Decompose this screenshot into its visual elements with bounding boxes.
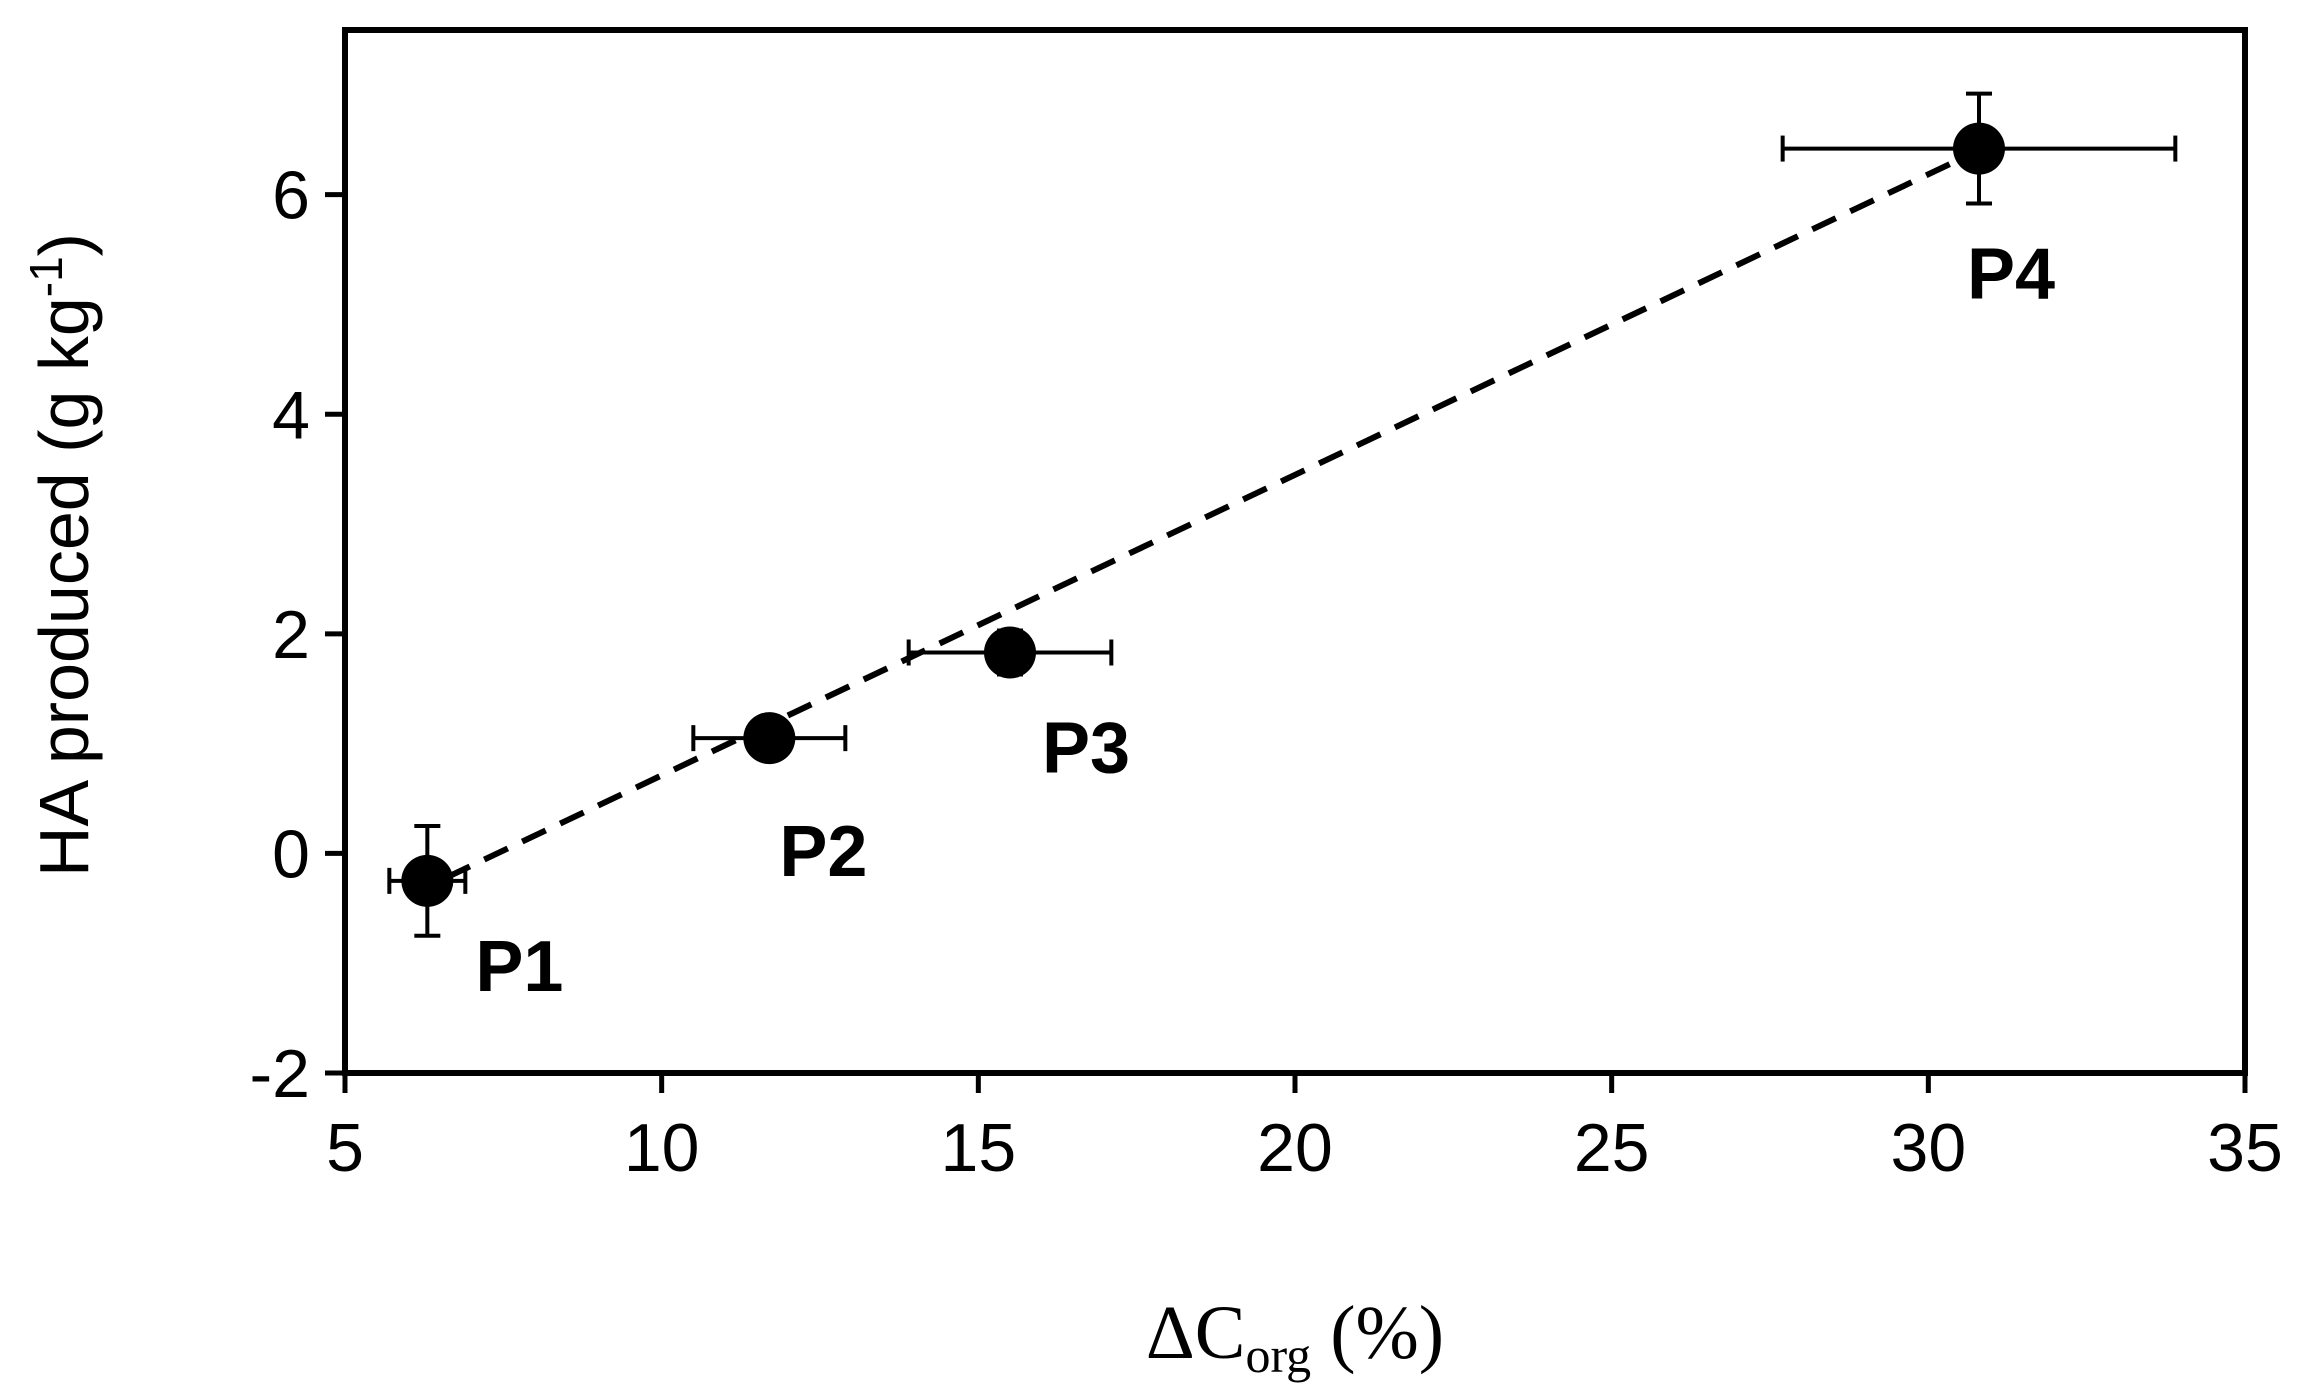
plot-area — [342, 27, 2248, 1076]
x-tick-label: 20 — [1257, 1110, 1333, 1186]
point-label-p4: P4 — [1967, 235, 2055, 315]
trendline-layer — [445, 153, 1968, 881]
y-tick-label: -2 — [250, 1036, 310, 1112]
x-tick-label: 5 — [326, 1110, 364, 1186]
point-label-p1: P1 — [475, 927, 563, 1007]
x-tick-label: 15 — [941, 1110, 1017, 1186]
y-tick-label: 6 — [272, 158, 310, 234]
plot-border — [342, 27, 2248, 1076]
point-label-p2: P2 — [779, 812, 867, 892]
y-tick-label: 0 — [272, 816, 310, 892]
y-tick-label: 2 — [272, 597, 310, 673]
trendline — [445, 153, 1968, 881]
x-tick-label: 25 — [1574, 1110, 1650, 1186]
point-labels-layer: P1 P2 P3 P4 — [475, 235, 2055, 1007]
x-tick-label: 30 — [1891, 1110, 1967, 1186]
point-label-p3: P3 — [1042, 709, 1130, 789]
x-tick-label: 35 — [2207, 1110, 2283, 1186]
x-tick-label: 10 — [624, 1110, 700, 1186]
data-point-p3 — [984, 626, 1036, 679]
data-point-p2 — [743, 712, 796, 765]
data-point-p4 — [1953, 122, 2005, 175]
markers-layer — [401, 122, 2005, 907]
y-tick-label: 4 — [272, 377, 310, 453]
x-axis-label: ΔCorg (%) — [1146, 1291, 1444, 1383]
error-bars-layer — [387, 91, 2178, 938]
y-axis-label: HA produced (g kg-1) — [20, 233, 103, 877]
data-point-p1 — [401, 854, 454, 907]
axis-ticks: 5 10 15 20 25 30 35 -2 0 2 4 6 — [250, 158, 2283, 1186]
